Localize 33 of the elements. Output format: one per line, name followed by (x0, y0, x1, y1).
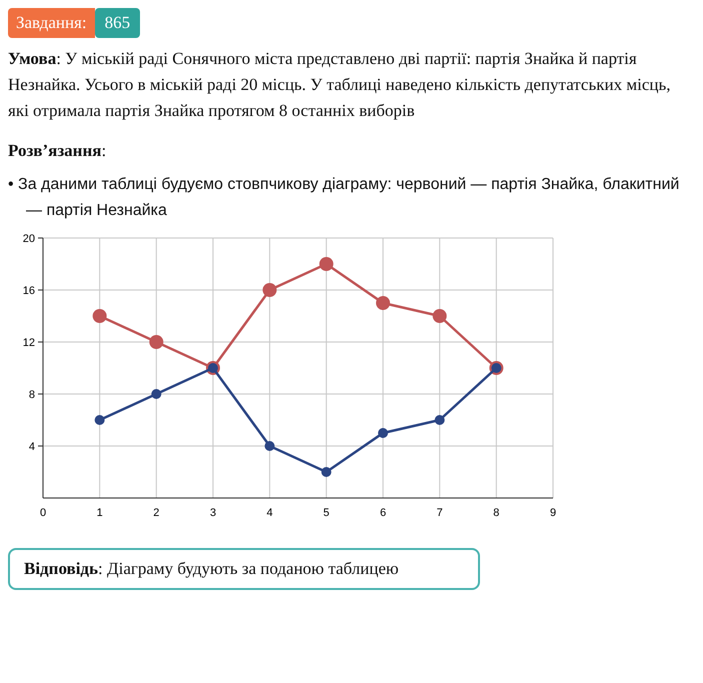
point (319, 257, 334, 271)
x-tick-label: 6 (380, 507, 386, 519)
y-tick-label: 4 (28, 441, 35, 453)
text: Розв’язання: (8, 140, 108, 162)
x-tick-label: 4 (266, 507, 273, 519)
x-tick-label: 8 (493, 507, 500, 519)
y-tick-label: 8 (28, 389, 35, 401)
chart-title: Завдання: (8, 8, 95, 38)
point (151, 389, 162, 399)
x-tick-label: 1 (96, 507, 103, 519)
x-tick-label: 2 (153, 507, 160, 519)
point (262, 283, 277, 297)
x-tick-label: 7 (436, 507, 443, 519)
x-tick-label: 3 (210, 507, 216, 519)
text: Умова: У міській раді Сонячного міста представлено дві партії: партія Знайка й партія Незнайка. Усього в міській раді 20 місць. У таблиці наведено кількість депутатських місць, які отримала партія Знайка протягом 8 останніх виборів (8, 48, 672, 122)
text: • За даними таблиці будуємо стовпчикову діаграму: червоний — партія Знайка, блакитний — партія Незнайка (8, 175, 680, 221)
text: Відповідь: Діаграму будують за поданою таблицею (8, 548, 480, 590)
y-tick-label: 12 (22, 337, 35, 349)
chart-subtitle: 865 (94, 8, 140, 38)
y-tick-label: 16 (22, 285, 35, 297)
x-tick-label: 9 (550, 507, 556, 519)
point (432, 309, 447, 323)
point (94, 415, 105, 425)
point (264, 441, 275, 451)
point (321, 467, 332, 477)
point (378, 428, 388, 438)
point (149, 335, 164, 349)
point (376, 296, 390, 310)
x-tick-label: 0 (40, 507, 46, 519)
x-tick-label: 5 (323, 507, 330, 519)
point (434, 415, 445, 425)
point (92, 309, 107, 323)
y-tick-label: 20 (22, 233, 35, 245)
